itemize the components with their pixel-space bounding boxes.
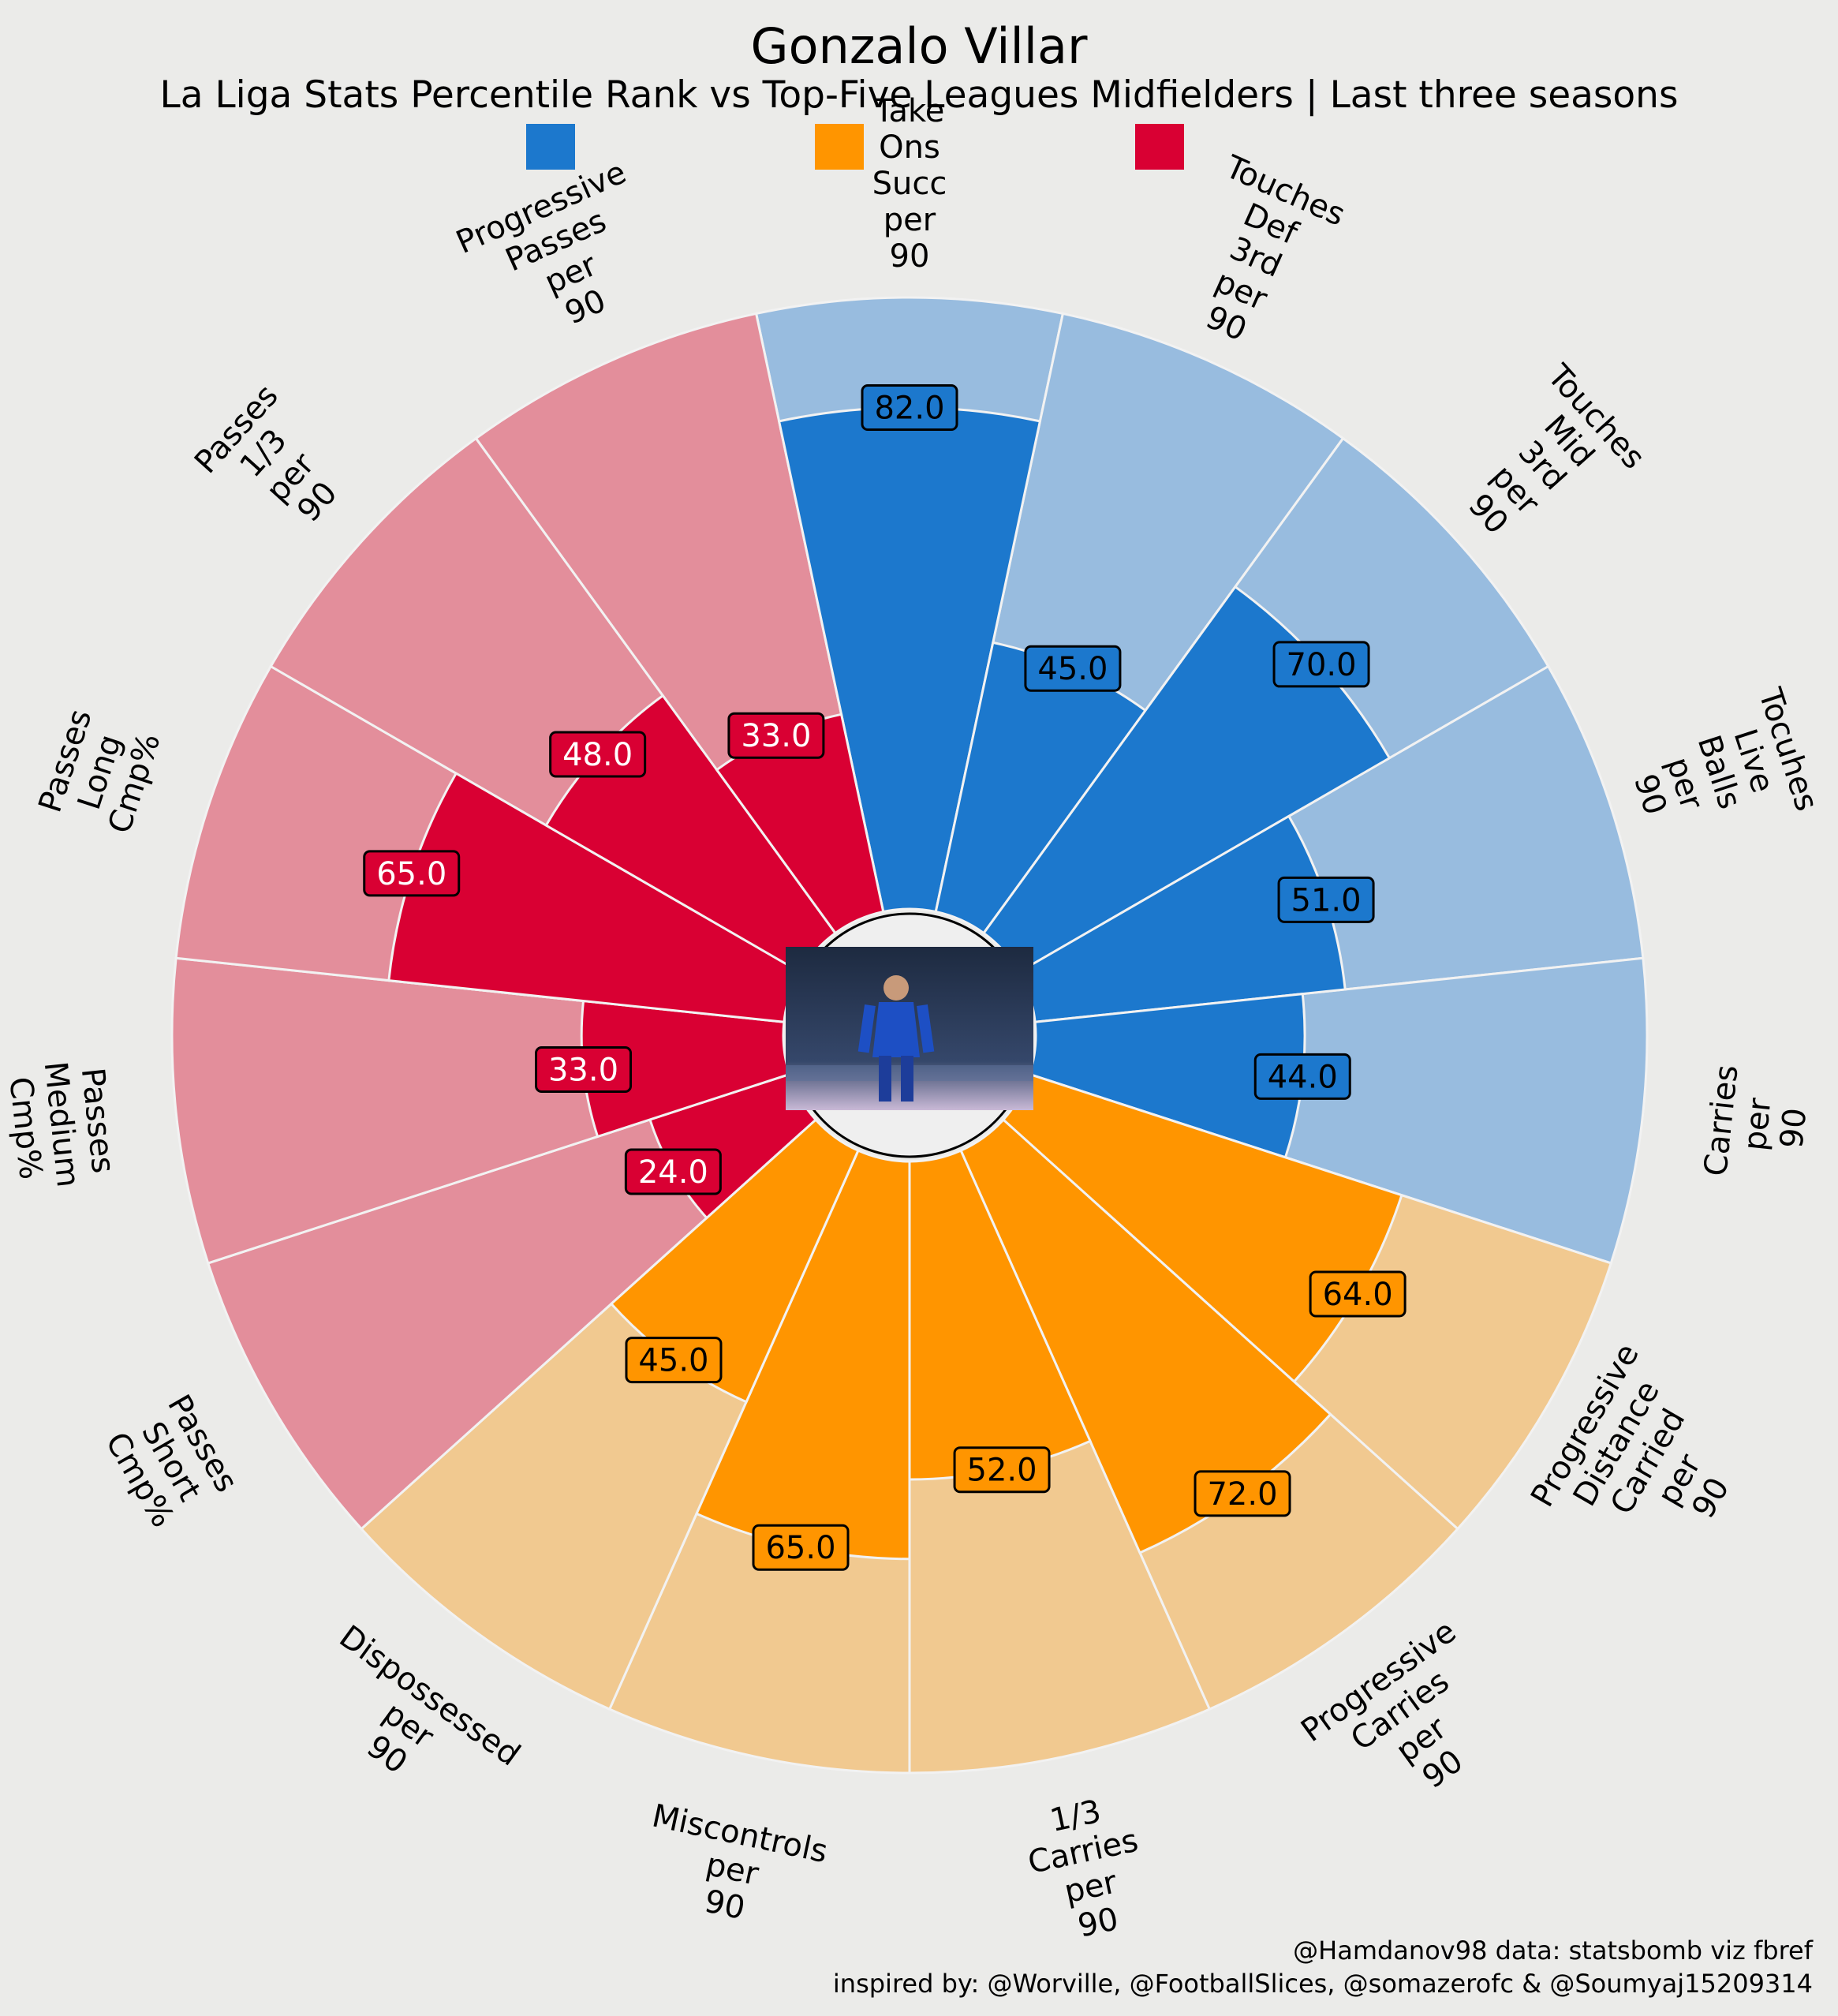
value-text: 70.0 xyxy=(1287,647,1357,683)
value-label: 45.0 xyxy=(1024,645,1122,692)
value-label: 33.0 xyxy=(535,1045,633,1093)
value-label: 52.0 xyxy=(953,1446,1051,1494)
category-label: PassesLongCmp% xyxy=(32,705,168,840)
value-text: 24.0 xyxy=(638,1154,708,1191)
value-label: 44.0 xyxy=(1253,1053,1351,1100)
bar-1 xyxy=(934,641,1148,935)
value-box xyxy=(752,1524,850,1571)
value-text: 33.0 xyxy=(548,1052,618,1088)
player-photo xyxy=(786,947,1033,1110)
value-box xyxy=(624,1148,722,1195)
value-label: 64.0 xyxy=(1309,1270,1407,1318)
legend-swatch-red xyxy=(1135,124,1184,170)
bar-11 xyxy=(580,999,791,1139)
value-label: 82.0 xyxy=(861,384,958,431)
value-label: 24.0 xyxy=(624,1148,722,1195)
chart-title: Gonzalo Villar xyxy=(750,17,1088,75)
value-box xyxy=(1253,1053,1351,1100)
category-label: Passes1/3per90 xyxy=(188,378,366,554)
bar-0 xyxy=(777,406,1042,914)
value-text: 64.0 xyxy=(1323,1277,1393,1313)
value-label: 33.0 xyxy=(727,712,825,759)
credits-line-1: @Hamdanov98 data: statsbomb viz fbref xyxy=(1293,1936,1813,1966)
category-label: TouchesDef3rdper90 xyxy=(1160,148,1350,366)
credits-line-2: inspired by: @Worville, @FootballSlices,… xyxy=(832,1969,1813,1999)
value-label: 51.0 xyxy=(1277,876,1375,923)
category-label: PassesMediumCmp% xyxy=(1,1056,122,1193)
category-label: 1/3Carriesper90 xyxy=(1018,1787,1156,1952)
bar-9 xyxy=(609,1117,860,1404)
value-box xyxy=(1024,645,1122,692)
category-label: ProgressiveCarriesper90 xyxy=(1294,1613,1526,1837)
category-label: ProgressivePassesper90 xyxy=(451,154,676,361)
value-label: 72.0 xyxy=(1194,1470,1291,1517)
value-text: 45.0 xyxy=(638,1343,708,1379)
category-label: TocuhesLiveBallsper90 xyxy=(1613,683,1825,860)
category-label: TouchesMid3rdper90 xyxy=(1432,357,1652,574)
legend-swatch-blue xyxy=(526,124,575,170)
value-text: 48.0 xyxy=(562,737,633,773)
value-text: 52.0 xyxy=(967,1453,1037,1489)
value-text: 65.0 xyxy=(765,1530,835,1566)
value-text: 72.0 xyxy=(1207,1476,1277,1513)
value-box xyxy=(727,712,825,759)
value-box xyxy=(1309,1270,1407,1318)
value-box xyxy=(625,1337,723,1384)
value-box xyxy=(1194,1470,1291,1517)
category-label: Miscontrolsper90 xyxy=(633,1797,831,1941)
value-label: 70.0 xyxy=(1272,641,1370,688)
value-box xyxy=(1277,876,1375,923)
value-box xyxy=(363,850,461,897)
legend-swatch-orange xyxy=(815,124,864,170)
value-text: 51.0 xyxy=(1291,882,1362,918)
value-box xyxy=(953,1446,1051,1494)
value-text: 45.0 xyxy=(1037,651,1108,687)
value-label: 65.0 xyxy=(363,850,461,897)
value-text: 44.0 xyxy=(1268,1059,1338,1095)
value-label: 65.0 xyxy=(752,1524,850,1571)
value-box xyxy=(1272,641,1370,688)
category-label: PassesShortCmp% xyxy=(98,1389,245,1535)
bar-7 xyxy=(908,1149,1092,1481)
bar-8 xyxy=(695,1149,911,1561)
value-box xyxy=(549,731,647,778)
value-text: 33.0 xyxy=(741,718,811,754)
category-label: Carriesper90 xyxy=(1698,1064,1817,1186)
chart-subtitle: La Liga Stats Percentile Rank vs Top-Fiv… xyxy=(159,73,1679,117)
category-label: Take Ons Succ per 90 xyxy=(872,93,947,275)
value-text: 82.0 xyxy=(874,391,944,427)
value-text: 65.0 xyxy=(376,856,446,892)
category-label: ProgressiveDistanceCarriedper90 xyxy=(1524,1337,1772,1585)
credits: @Hamdanov98 data: statsbomb viz fbref in… xyxy=(833,1934,1813,2000)
bar-6 xyxy=(959,1117,1332,1554)
category-label: Dispossessedper90 xyxy=(290,1618,527,1832)
value-label: 45.0 xyxy=(625,1337,723,1384)
value-box xyxy=(861,384,958,431)
value-box xyxy=(535,1045,633,1093)
bar-4 xyxy=(1028,992,1306,1159)
value-label: 48.0 xyxy=(549,731,647,778)
